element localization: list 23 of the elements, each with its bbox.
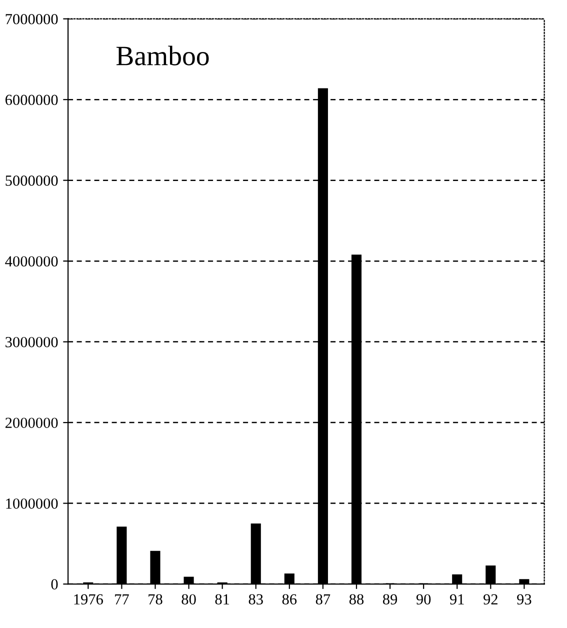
x-tick-label: 81 [215,594,230,605]
x-tick-label: 77 [115,594,129,604]
x-tick-label: 88 [349,594,364,605]
x-tick-label: 92 [484,594,498,605]
y-tick-label: 0 [51,579,58,590]
y-tick-label: 3000000 [6,336,58,348]
y-tick-label: 2000000 [6,418,58,428]
y-tick-label: 7000000 [6,14,58,24]
x-tick-label: 86 [282,594,297,605]
x-tick-label: 78 [148,594,162,605]
text: Bamboo [116,46,209,66]
y-tick-label: 4000000 [5,256,58,267]
x-tick-label: 1976 [74,594,103,605]
y-tick-label: 5000000 [6,175,58,186]
x-tick-label: 80 [182,594,196,605]
x-tick-label: 90 [416,594,431,605]
x-tick-label: 91 [450,594,464,605]
x-tick-label: 89 [382,594,398,605]
x-tick-label: 83 [248,594,263,605]
y-tick-label: 1000000 [6,498,58,509]
x-tick-label: 87 [316,594,330,605]
y-tick-label: 6000000 [6,94,58,106]
x-tick-label: 93 [517,594,532,605]
